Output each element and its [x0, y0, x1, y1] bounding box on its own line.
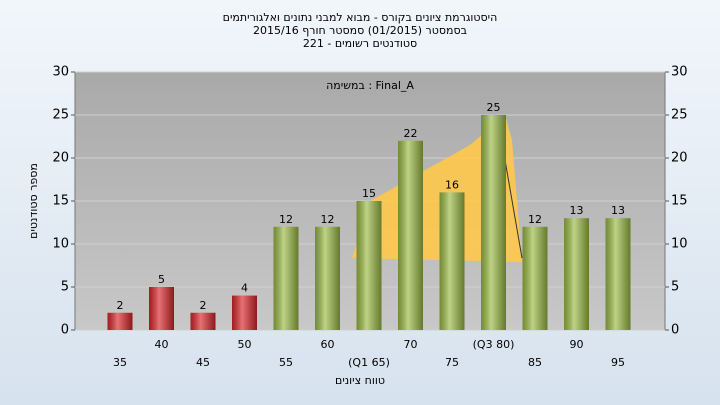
data-label: 4	[241, 282, 248, 295]
y-tick-label: 10	[52, 237, 69, 252]
x-tick-label: 85	[528, 356, 542, 369]
y2-tick-label: 0	[671, 323, 679, 338]
bar-shade	[398, 140, 423, 330]
x-tick-label: (Q3 80)	[473, 338, 515, 351]
y-tick-label: 0	[61, 323, 69, 338]
y2-tick-label: 25	[671, 108, 688, 123]
y2-tick-label: 20	[671, 151, 688, 166]
bar-shade	[190, 312, 216, 330]
quartile-area	[352, 115, 522, 262]
data-label: 2	[200, 299, 207, 312]
bar-shade	[149, 287, 174, 330]
bar-shade	[232, 295, 257, 330]
x-tick-label: 75	[445, 356, 459, 369]
bar-shade	[522, 226, 548, 330]
y-tick-label: 5	[61, 280, 69, 295]
bar-shade	[356, 201, 382, 330]
y-tick-label: 30	[52, 65, 69, 80]
data-label: 5	[158, 273, 165, 286]
data-label: 12	[279, 213, 293, 226]
data-label: 13	[611, 204, 625, 217]
data-label: 16	[445, 178, 459, 191]
data-label: 13	[570, 204, 584, 217]
data-label: 12	[321, 213, 335, 226]
bar-shade	[439, 192, 465, 330]
data-label: 12	[528, 213, 542, 226]
bar-shade	[273, 226, 299, 330]
bar-shade	[481, 115, 506, 330]
x-tick-label: 70	[404, 338, 418, 351]
y-axis-label: מספר סטודנטים	[27, 163, 40, 239]
y-tick-label: 20	[52, 151, 69, 166]
annotation: במשימה : Final_A	[326, 79, 414, 92]
y2-tick-label: 15	[671, 194, 688, 209]
y-tick-label: 15	[52, 194, 69, 209]
data-label: 2	[117, 299, 124, 312]
chart-subtitle: בסמסטר (01/2015) סמסטר חורף 2015/16	[253, 24, 467, 37]
y2-tick-label: 30	[671, 65, 688, 80]
bar-shade	[564, 218, 589, 330]
x-tick-label: (Q1 65)	[348, 356, 390, 369]
x-tick-label: 60	[321, 338, 335, 351]
x-axis-label: טווח ציונים	[335, 374, 385, 387]
data-label: 15	[362, 187, 376, 200]
x-tick-label: 35	[113, 356, 127, 369]
x-tick-label: 50	[238, 338, 252, 351]
y-tick-label: 25	[52, 108, 69, 123]
bar-shade	[107, 312, 133, 330]
x-tick-label: 45	[196, 356, 210, 369]
chart-title: היסטוגרמת ציונים בקורס - מבוא למבני נתונ…	[223, 11, 498, 24]
y2-tick-label: 10	[671, 237, 688, 252]
x-tick-label: 55	[279, 356, 293, 369]
x-tick-label: 95	[611, 356, 625, 369]
data-label: 22	[404, 127, 418, 140]
bar-shade	[605, 218, 631, 330]
quartile-line	[504, 159, 523, 259]
bar-shade	[315, 226, 340, 330]
x-tick-label: 90	[570, 338, 584, 351]
x-tick-label: 40	[155, 338, 169, 351]
data-label: 25	[487, 101, 501, 114]
y2-tick-label: 5	[671, 280, 679, 295]
chart-subtitle: סטודנטים רשומים - 221	[303, 37, 417, 50]
